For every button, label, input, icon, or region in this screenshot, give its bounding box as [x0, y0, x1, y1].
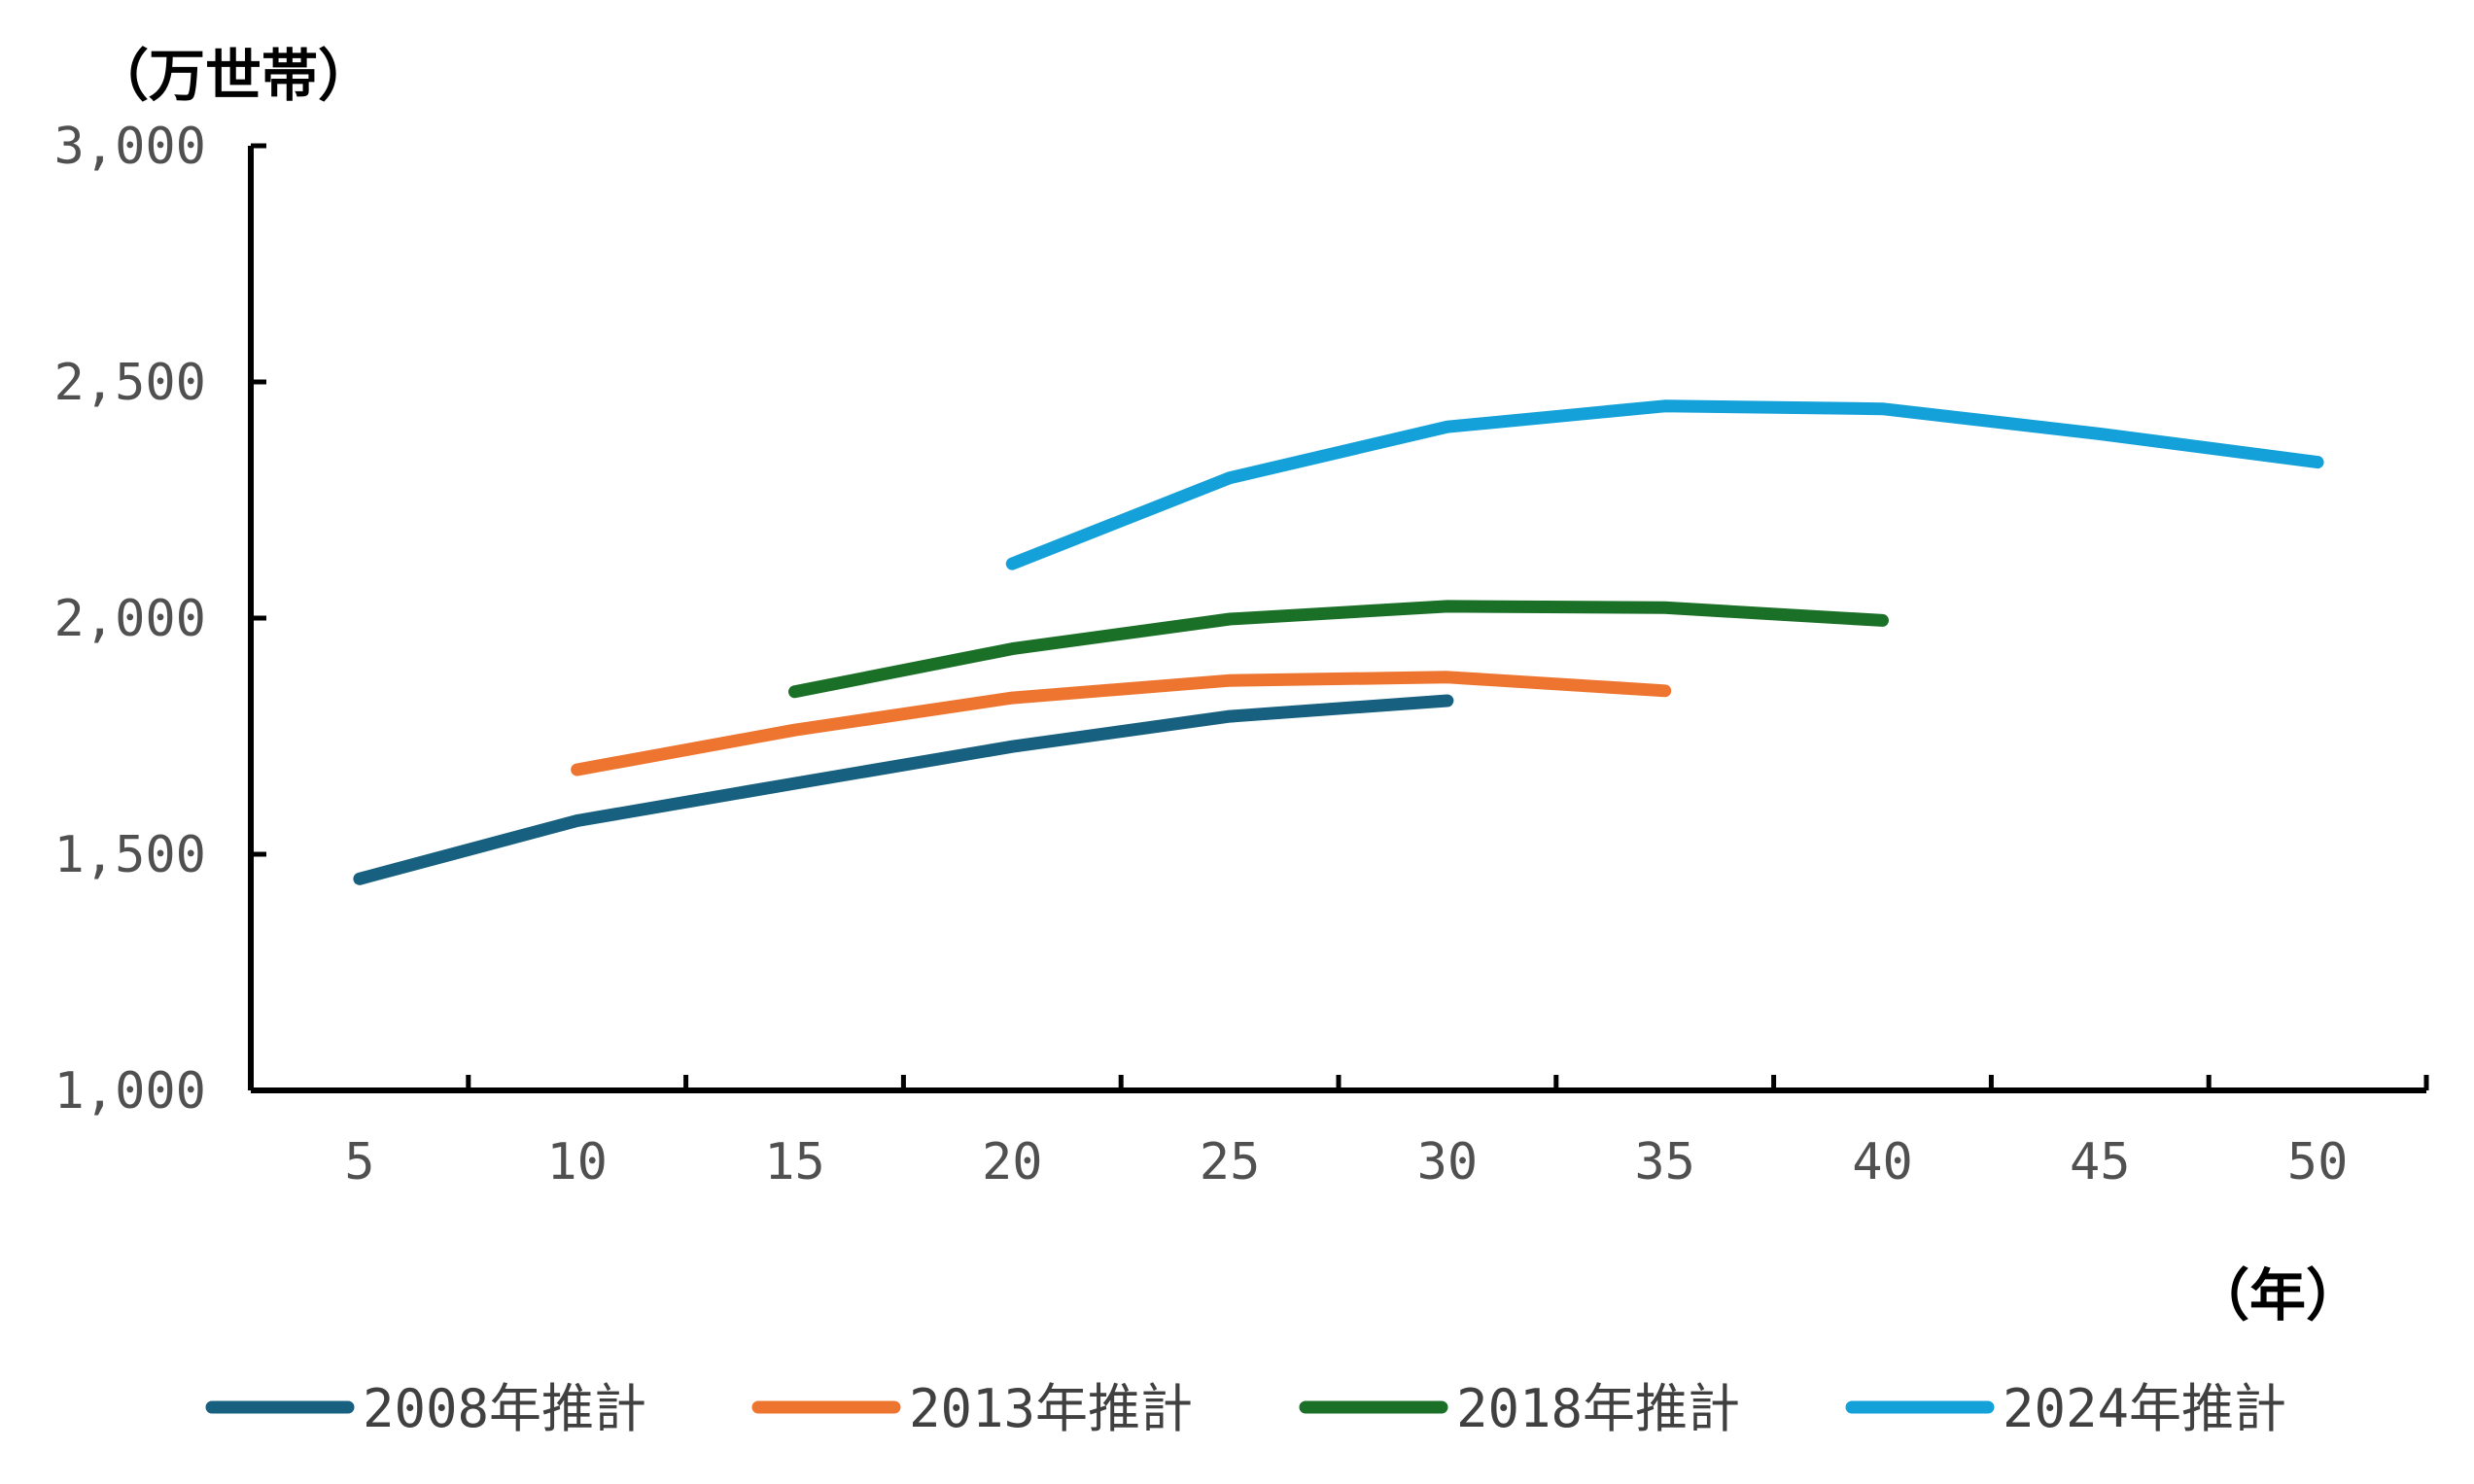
x-tick-label: 5: [344, 1133, 374, 1191]
series-line: [788, 600, 1889, 699]
series-line: [571, 671, 1672, 777]
x-tick-label: 35: [1634, 1133, 1695, 1191]
x-tick-label: 40: [1852, 1133, 1913, 1191]
x-tick-label: 25: [1200, 1133, 1261, 1191]
y-tick-label: 1,500: [53, 826, 206, 884]
legend-label: 2008年推計: [363, 1378, 646, 1439]
x-tick-label: 45: [2070, 1133, 2131, 1191]
legend-label: 2018年推計: [1456, 1378, 1740, 1439]
x-tick-label: 20: [982, 1133, 1043, 1191]
x-tick-label: 15: [764, 1133, 825, 1191]
x-tick-label: 30: [1417, 1133, 1479, 1191]
series-line: [353, 694, 1454, 885]
x-tick-label: 10: [546, 1133, 608, 1191]
x-tick-label: 50: [2287, 1133, 2349, 1191]
y-tick-label: 2,500: [53, 354, 206, 412]
legend-label: 2024年推計: [2003, 1378, 2286, 1439]
series-lines: [353, 399, 2324, 885]
y-tick-label: 3,000: [53, 118, 206, 176]
legend-label: 2013年推計: [909, 1378, 1193, 1439]
y-tick-label: 2,000: [53, 590, 206, 648]
axes: 1,000 1,500 2,000 2,500 3,000 5 10 15 20 25 30 35 40…: [53, 118, 2429, 1191]
legend: 2008年推計 2013年推計 2018年推計 2024年推計: [205, 1378, 2286, 1439]
y-tick-label: 1,000: [53, 1062, 206, 1121]
x-axis-unit-label: （年）: [2193, 1262, 2362, 1329]
series-line: [1005, 399, 2324, 570]
y-axis-unit-label: （万世帯）: [92, 43, 374, 109]
